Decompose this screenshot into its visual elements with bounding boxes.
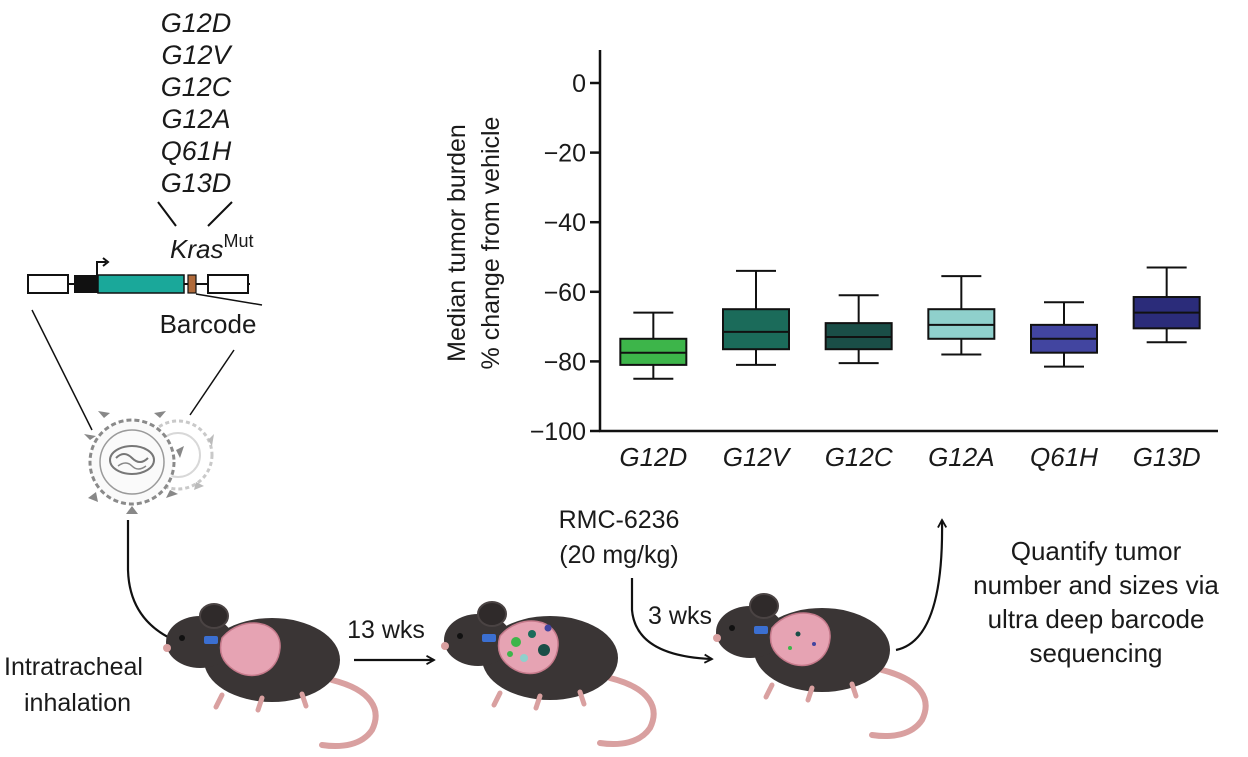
drug-label: (20 mg/kg) bbox=[559, 541, 678, 569]
box-g12v bbox=[722, 269, 790, 366]
x-tick-label: G12V bbox=[723, 442, 792, 472]
mouse-icon bbox=[441, 601, 657, 748]
treatment-arrow bbox=[630, 578, 712, 659]
pointer-line bbox=[207, 201, 233, 227]
y-axis-label: % change from vehicle bbox=[477, 117, 505, 370]
mouse-icon bbox=[163, 603, 379, 750]
construct-box-right bbox=[207, 274, 249, 294]
quantify-label: Quantify tumor bbox=[1011, 536, 1182, 566]
mutation-label: G12A bbox=[161, 104, 230, 134]
y-tick-label: −80 bbox=[544, 348, 586, 376]
pointer-line bbox=[157, 201, 177, 227]
y-axis-label: Median tumor burden bbox=[443, 124, 471, 362]
mouse-icon bbox=[713, 593, 929, 740]
box-g12d bbox=[619, 311, 688, 380]
box-plot: Median tumor burden % change from vehicl… bbox=[443, 50, 1218, 472]
iqr-box bbox=[722, 308, 790, 351]
x-tick-label: G12C bbox=[825, 442, 893, 472]
y-tick-label: 0 bbox=[572, 70, 586, 98]
y-tick-label: −60 bbox=[544, 279, 586, 307]
lentivirus-icon bbox=[84, 411, 214, 514]
box-g13d bbox=[1132, 266, 1201, 344]
quantify-label: number and sizes via bbox=[973, 570, 1219, 600]
quantify-label: sequencing bbox=[1030, 638, 1163, 668]
box-g12a bbox=[927, 275, 996, 356]
x-tick-label: G13D bbox=[1133, 442, 1201, 472]
construct-box-left bbox=[27, 274, 69, 294]
box-g12c bbox=[824, 294, 893, 365]
inhalation-label: Intratracheal bbox=[4, 653, 143, 681]
barcode-pointer bbox=[195, 293, 263, 306]
quantify-arrow bbox=[895, 520, 942, 652]
barcode-label: Barcode bbox=[160, 309, 257, 339]
mutation-label: G12C bbox=[161, 72, 232, 102]
interval-label: 13 wks bbox=[347, 616, 425, 644]
x-tick-label: G12A bbox=[928, 442, 995, 472]
tss-arrow-icon bbox=[96, 261, 106, 275]
y-tick-label: −20 bbox=[544, 140, 586, 168]
mutation-label: G12D bbox=[161, 8, 232, 38]
box-q61h bbox=[1030, 301, 1098, 368]
kras-construct: KrasMut Barcode bbox=[27, 231, 263, 431]
mutation-label: G12V bbox=[161, 40, 233, 70]
drug-label: RMC-6236 bbox=[559, 506, 680, 534]
y-tick-label: −40 bbox=[544, 209, 586, 237]
x-tick-label: G12D bbox=[619, 442, 687, 472]
zoom-line bbox=[31, 309, 93, 431]
mutation-list: G12D G12V G12C G12A Q61H G13D bbox=[157, 8, 234, 227]
y-tick-label: −100 bbox=[530, 418, 586, 446]
zoom-line bbox=[189, 349, 235, 416]
mutation-label: Q61H bbox=[161, 136, 232, 166]
quantify-label: ultra deep barcode bbox=[988, 604, 1205, 634]
interval-label: 3 wks bbox=[648, 602, 712, 630]
inhalation-label: inhalation bbox=[24, 689, 131, 717]
mutation-label: G13D bbox=[161, 168, 232, 198]
construct-kras-exon bbox=[97, 274, 185, 294]
kras-label: KrasMut bbox=[170, 231, 253, 264]
construct-promoter bbox=[74, 275, 98, 293]
construct-barcode-segment bbox=[187, 274, 197, 294]
x-tick-label: Q61H bbox=[1030, 442, 1098, 472]
